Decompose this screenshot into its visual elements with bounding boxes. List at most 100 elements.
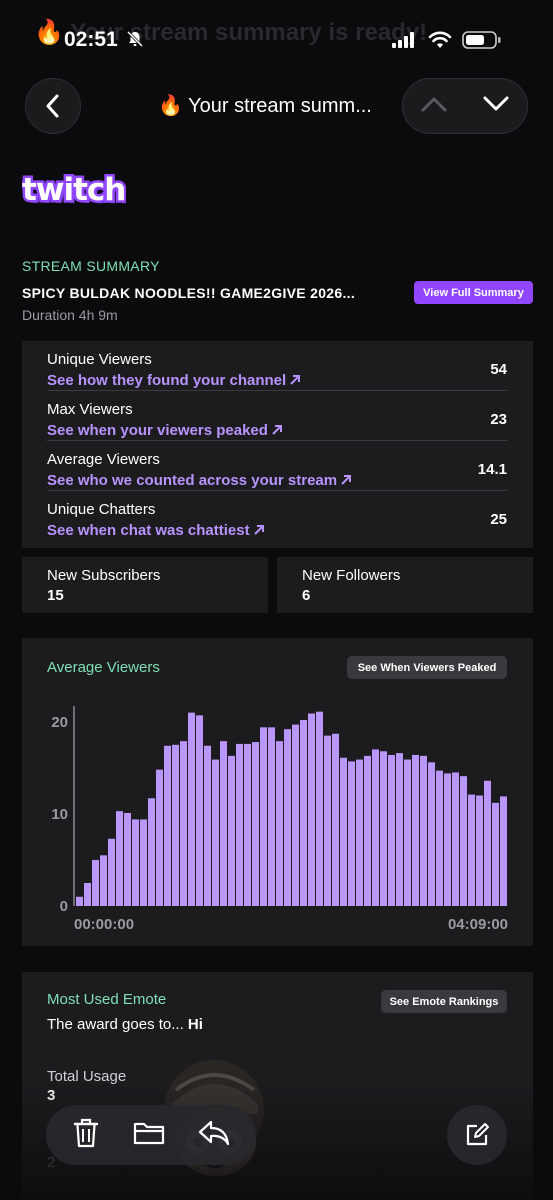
view-full-summary-button[interactable]: View Full Summary: [414, 281, 533, 304]
trash-icon: [74, 1118, 99, 1147]
metric-link[interactable]: See how they found your channel: [47, 372, 301, 389]
metric-value: 54: [490, 361, 507, 378]
message-navigation: [402, 78, 528, 134]
chart-bar: [116, 811, 123, 906]
chart-bar: [204, 745, 211, 906]
chevron-up-icon: [421, 97, 447, 111]
chart-bar: [300, 719, 307, 906]
metric-row: Unique Chatters See when chat was chatti…: [47, 491, 507, 541]
reply-button[interactable]: [197, 1118, 231, 1153]
next-message-button[interactable]: [482, 95, 510, 118]
x-tick-label: 04:09:00: [448, 916, 508, 933]
chart-bar: [284, 729, 291, 906]
chart-bar: [236, 743, 243, 906]
chart-bar: [468, 794, 475, 906]
chart-bar: [196, 715, 203, 906]
chart-bar: [188, 712, 195, 906]
followers-label: New Followers: [302, 567, 401, 584]
chevron-left-icon: [46, 94, 59, 118]
metric-name: Average Viewers: [47, 451, 160, 468]
y-tick-label: 0: [60, 898, 68, 915]
chart-bar: [76, 896, 83, 906]
chart-bar: [164, 745, 171, 906]
chart-bar: [276, 741, 283, 906]
chart-bar: [316, 711, 323, 906]
battery-icon: [462, 31, 502, 54]
new-followers-card: New Followers 6: [277, 557, 533, 613]
wifi-icon: [428, 31, 452, 54]
chart-bar: [172, 744, 179, 906]
see-when-viewers-peaked-button[interactable]: See When Viewers Peaked: [347, 656, 507, 679]
see-emote-rankings-button[interactable]: See Emote Rankings: [381, 990, 507, 1013]
metric-link[interactable]: See when your viewers peaked: [47, 422, 283, 439]
metric-name: Max Viewers: [47, 401, 133, 418]
chart-bar: [228, 755, 235, 906]
chart-bar: [436, 770, 443, 906]
cellular-signal-icon: [392, 32, 416, 53]
folder-icon: [133, 1122, 165, 1144]
compose-button[interactable]: [447, 1105, 507, 1165]
chart-bar: [412, 754, 419, 906]
metric-row: Max Viewers See when your viewers peaked…: [47, 391, 507, 441]
chart-bar: [332, 733, 339, 906]
chart-bar: [364, 755, 371, 906]
chart-bar: [340, 757, 347, 906]
section-label: STREAM SUMMARY: [22, 258, 160, 274]
chart-bar: [484, 780, 491, 906]
move-to-folder-button[interactable]: [132, 1119, 166, 1152]
chart-bar: [100, 855, 107, 906]
stream-title: SPICY BULDAK NOODLES!! GAME2GIVE 2026...: [22, 285, 356, 301]
arrow-up-right-icon: [253, 525, 264, 535]
metric-value: 14.1: [477, 461, 507, 478]
back-button[interactable]: [25, 78, 81, 134]
chart-bar: [388, 754, 395, 906]
arrow-up-right-icon: [290, 375, 301, 385]
reply-icon: [198, 1120, 229, 1145]
followers-value: 6: [302, 587, 311, 604]
chart-bar: [444, 773, 451, 906]
x-tick-label: 00:00:00: [74, 916, 134, 933]
chart-bar: [460, 776, 467, 906]
average-viewers-chart: 0 10 20 00:00:00 04:09:00: [51, 706, 508, 933]
chart-bar: [492, 802, 499, 906]
chart-bar: [108, 838, 115, 906]
chart-bar: [244, 743, 251, 906]
chart-bar: [428, 762, 435, 906]
bell-muted-icon: [126, 30, 144, 53]
chart-bar: [420, 755, 427, 906]
chart-title: Average Viewers: [47, 659, 160, 676]
previous-message-button[interactable]: [420, 95, 448, 118]
metric-row: Average Viewers See who we counted acros…: [47, 441, 507, 491]
chart-bar: [348, 761, 355, 906]
status-bar: 🔥 Your stream summary is ready! 02:51: [0, 0, 553, 80]
average-viewers-card: Average Viewers See When Viewers Peaked …: [22, 638, 533, 946]
chart-bar: [452, 772, 459, 906]
metric-link[interactable]: See when chat was chattiest: [47, 522, 265, 539]
trash-button[interactable]: [71, 1117, 101, 1154]
chart-bar: [356, 759, 363, 906]
metric-link[interactable]: See who we counted across your stream: [47, 472, 352, 489]
arrow-up-right-icon: [341, 475, 352, 485]
mail-actions-toolbar: [46, 1105, 256, 1165]
chart-bar: [268, 727, 275, 906]
chart-bar: [132, 819, 139, 906]
chart-bar: [476, 795, 483, 906]
emote-section-title: Most Used Emote: [47, 991, 167, 1008]
chart-bar: [308, 713, 315, 906]
chart-bar: [396, 753, 403, 906]
metric-value: 23: [490, 411, 507, 428]
subscribers-value: 15: [47, 587, 64, 604]
svg-text:twitch: twitch: [22, 172, 125, 208]
metric-row: Unique Viewers See how they found your c…: [47, 341, 507, 391]
chart-bar: [84, 882, 91, 906]
svg-text:twitch: twitch: [25, 175, 126, 211]
new-subscribers-card: New Subscribers 15: [22, 557, 268, 613]
status-time: 02:51: [64, 28, 118, 51]
chart-bar: [92, 859, 99, 906]
notification-ghost-text: 🔥 Your stream summary is ready!: [34, 19, 428, 46]
chart-bar: [124, 812, 131, 906]
y-tick-label: 20: [51, 714, 68, 731]
chart-bar: [140, 819, 147, 906]
chevron-down-icon: [483, 96, 509, 110]
metric-value: 25: [490, 511, 507, 528]
